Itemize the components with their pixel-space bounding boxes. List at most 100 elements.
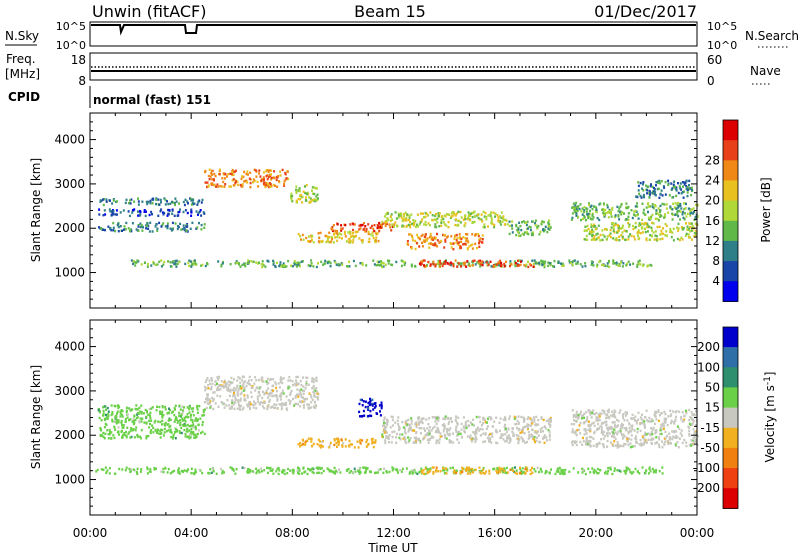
power-point (602, 233, 605, 237)
velocity-point (133, 436, 136, 439)
velocity-point (169, 428, 172, 432)
velocity-point (578, 424, 581, 427)
velocity-point (161, 410, 164, 414)
beam-label: Beam 15 (354, 2, 426, 21)
power-point (429, 264, 432, 268)
velocity-point (617, 430, 620, 433)
velocity-point (283, 402, 285, 406)
power-point (648, 216, 651, 219)
power-point (391, 225, 394, 229)
velocity-point (570, 422, 573, 426)
velocity-point (374, 402, 377, 405)
power-point (484, 211, 487, 215)
power-point (374, 240, 377, 244)
velocity-point (263, 407, 266, 410)
velocity-point (239, 392, 242, 396)
power-point (419, 212, 422, 215)
velocity-point (413, 429, 416, 432)
velocity-point (590, 436, 593, 439)
power-point (548, 225, 551, 228)
power-point (584, 225, 587, 228)
velocity-point (392, 467, 395, 470)
power-point (577, 205, 580, 208)
velocity-point (548, 435, 551, 438)
velocity-point (480, 424, 483, 427)
velocity-point (149, 416, 152, 420)
velocity-point (167, 423, 170, 426)
velocity-point (176, 421, 179, 424)
velocity-point (371, 441, 374, 444)
velocity-point (105, 408, 107, 411)
power-point (444, 262, 447, 265)
power-point (192, 202, 195, 206)
velocity-point (415, 421, 418, 424)
power-point (326, 240, 329, 243)
velocity-point (341, 444, 344, 447)
power-point (407, 218, 410, 222)
velocity-point (368, 470, 371, 473)
power-point (367, 230, 370, 234)
velocity-point (669, 438, 671, 441)
power-scatter-region (418, 259, 535, 269)
power-point (434, 223, 437, 226)
velocity-point (647, 472, 650, 475)
power-point (670, 235, 673, 239)
velocity-point (322, 469, 325, 473)
power-point (400, 216, 403, 219)
velocity-point (201, 423, 204, 427)
velocity-point (254, 402, 257, 405)
velocity-colorbar-tick: -200 (693, 481, 720, 495)
velocity-point (288, 402, 291, 405)
power-point (677, 191, 680, 195)
velocity-point (211, 379, 213, 382)
velocity-point (621, 437, 624, 440)
velocity-point (395, 432, 398, 436)
power-point (365, 264, 368, 267)
velocity-point (657, 436, 660, 439)
velocity-point (196, 432, 199, 436)
velocity-point (475, 438, 478, 441)
power-point (352, 236, 355, 239)
velocity-point (482, 418, 485, 421)
velocity-point (273, 394, 276, 397)
velocity-point (303, 471, 306, 474)
power-point (432, 260, 435, 263)
power-point (573, 208, 576, 211)
velocity-point (628, 422, 631, 425)
power-point (691, 188, 693, 192)
velocity-point (605, 423, 608, 426)
power-point (439, 259, 441, 263)
velocity-point (679, 432, 682, 435)
power-point (213, 172, 216, 176)
velocity-point (161, 419, 164, 423)
power-point (166, 214, 169, 217)
velocity-scatter-region (420, 466, 534, 476)
power-point (503, 223, 506, 226)
power-point (528, 225, 531, 229)
velocity-point (132, 418, 135, 421)
power-point (603, 264, 605, 267)
velocity-point (619, 470, 622, 473)
velocity-point (380, 401, 383, 404)
velocity-point (435, 429, 438, 432)
velocity-point (651, 433, 654, 436)
velocity-point (547, 428, 550, 432)
power-point (458, 246, 461, 250)
power-point (518, 259, 521, 262)
velocity-point (189, 415, 192, 418)
velocity-point (128, 467, 131, 471)
power-point (302, 190, 305, 193)
velocity-point (548, 438, 551, 441)
velocity-point (344, 438, 347, 441)
velocity-point (270, 392, 273, 395)
velocity-point (110, 431, 113, 434)
velocity-point (579, 421, 582, 425)
velocity-point (455, 425, 458, 429)
velocity-point (581, 414, 583, 417)
velocity-point (245, 384, 248, 388)
velocity-point (432, 472, 435, 475)
velocity-point (516, 419, 519, 423)
power-point (102, 203, 105, 207)
velocity-point (217, 405, 220, 408)
power-point (629, 263, 632, 266)
